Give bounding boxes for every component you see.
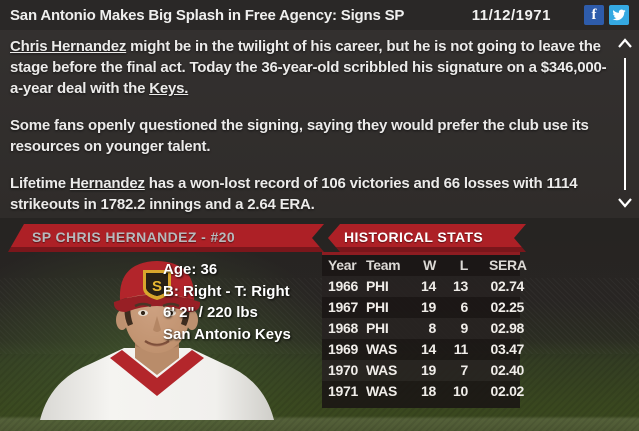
stats-cell: 2.98 bbox=[498, 320, 525, 336]
scrollbar-thumb[interactable] bbox=[624, 58, 626, 190]
stats-cell: 6 bbox=[460, 299, 469, 315]
stats-rows: 1966 PHI 14 13 0 2.74 1967 PHI 19 6 0 2.25 1968 PHI 8 9… bbox=[322, 276, 524, 402]
scroll-up-icon[interactable] bbox=[617, 36, 633, 54]
stats-cell: 2.02 bbox=[498, 383, 525, 399]
stats-cell: 2.25 bbox=[498, 299, 525, 315]
stats-row: 1971 WAS 18 10 0 2.02 bbox=[322, 381, 524, 402]
cap-visor bbox=[113, 294, 201, 312]
twitter-icon[interactable] bbox=[609, 5, 629, 25]
article-paragraph: Chris Hernandez might be in the twilight… bbox=[10, 36, 610, 99]
player-info: Age: 36 B: Right - T: Right 6' 2" / 220 lb… bbox=[163, 259, 291, 345]
social-buttons: f bbox=[584, 5, 629, 25]
player-detail-line: B: Right - T: Right bbox=[163, 282, 290, 300]
stats-cell: 0 bbox=[490, 299, 499, 315]
article-link[interactable]: Hernandez bbox=[69, 175, 145, 192]
article-paragraph: Some fans openly questioned the signing,… bbox=[10, 115, 610, 157]
stats-cell: 0 bbox=[490, 341, 499, 357]
stats-row: 1968 PHI 8 9 0 2.98 bbox=[322, 318, 524, 339]
stats-cell: 3.47 bbox=[498, 341, 525, 357]
stats-cell: 0 bbox=[490, 362, 499, 378]
stats-cell: 1966 bbox=[328, 278, 358, 294]
historical-stats-banner: HISTORICAL STATS bbox=[328, 224, 526, 252]
player-detail-line: 6' 2" / 220 lbs bbox=[163, 304, 258, 321]
stats-cell: 13 bbox=[453, 278, 468, 294]
stats-cell: L bbox=[459, 257, 469, 273]
stats-cell: 2.74 bbox=[498, 278, 525, 294]
historical-stats-table: Year Team W L S ERA 1966 PHI 14 13 0 2.74 1967 PHI 19… bbox=[322, 252, 527, 408]
stats-cell: WAS bbox=[366, 362, 397, 378]
player-banner: SP CHRIS HERNANDEZ - #20 bbox=[8, 224, 324, 252]
stats-row: 1969 WAS 14 11 0 3.47 bbox=[322, 339, 524, 360]
stats-cell: WAS bbox=[366, 383, 397, 399]
stats-cell: 14 bbox=[421, 278, 436, 294]
cap-monogram: S bbox=[152, 278, 162, 295]
stats-header-row: Year Team W L S ERA bbox=[322, 255, 527, 276]
stats-cell: W bbox=[423, 257, 436, 273]
stats-cell: PHI bbox=[366, 299, 389, 315]
stats-cell: 0 bbox=[490, 383, 499, 399]
article-text: might be in the twilight of his career, … bbox=[10, 38, 607, 97]
stats-row: 1966 PHI 14 13 0 2.74 bbox=[322, 276, 524, 297]
stats-cell: 7 bbox=[460, 362, 469, 378]
player-portrait: S bbox=[2, 254, 312, 420]
player-detail-line: Age: 36 bbox=[163, 261, 218, 278]
stats-cell: 9 bbox=[460, 320, 469, 336]
stats-cell: WAS bbox=[366, 341, 397, 357]
stats-cell: 0 bbox=[490, 278, 499, 294]
stats-cell: 14 bbox=[421, 341, 436, 357]
article-paragraph: Lifetime Hernandez has a won-lost record… bbox=[10, 173, 610, 215]
scroll-down-icon[interactable] bbox=[617, 196, 633, 214]
stats-row: 1970 WAS 19 7 0 2.40 bbox=[322, 360, 524, 381]
stats-row: 1967 PHI 19 6 0 2.25 bbox=[322, 297, 524, 318]
stats-cell: 1969 bbox=[328, 341, 358, 357]
facebook-icon[interactable]: f bbox=[584, 5, 604, 25]
stats-cell: 19 bbox=[421, 362, 436, 378]
stats-cell: 1970 bbox=[328, 362, 358, 378]
stats-cell: 2.40 bbox=[498, 362, 525, 378]
stats-cell: 8 bbox=[428, 320, 437, 336]
stats-cell: 1971 bbox=[328, 383, 358, 399]
player-detail-line: San Antonio Keys bbox=[163, 325, 291, 343]
stats-cell: 0 bbox=[490, 320, 499, 336]
article-text: has a won-lost record of 106 victories a… bbox=[10, 175, 578, 213]
game-date: 11/12/1971 bbox=[471, 6, 551, 24]
stats-cell: 18 bbox=[421, 383, 436, 399]
article-link[interactable]: Chris Hernandez bbox=[10, 38, 127, 55]
stats-cell: 1967 bbox=[328, 299, 358, 315]
stats-cell: 11 bbox=[453, 341, 469, 357]
stats-cell: 10 bbox=[453, 383, 468, 399]
news-title: San Antonio Makes Big Splash in Free Age… bbox=[10, 6, 405, 24]
stats-cell: PHI bbox=[366, 320, 389, 336]
stats-cell: Year bbox=[328, 257, 357, 273]
facebook-glyph: f bbox=[591, 6, 597, 23]
article-scrollbar bbox=[614, 34, 636, 218]
news-article: Chris Hernandez might be in the twilight… bbox=[0, 30, 618, 218]
jersey-collar bbox=[110, 350, 204, 396]
article-text: Lifetime bbox=[10, 175, 70, 192]
stats-cell: Team bbox=[366, 257, 401, 273]
article-text: Some fans openly questioned the signing,… bbox=[10, 117, 589, 155]
twitter-bird-icon bbox=[612, 9, 626, 21]
stats-cell: 1968 bbox=[328, 320, 358, 336]
stats-cell: ERA bbox=[498, 257, 527, 273]
news-header-bar: San Antonio Makes Big Splash in Free Age… bbox=[0, 0, 639, 30]
stats-cell: S bbox=[488, 257, 498, 273]
stats-cell: PHI bbox=[366, 278, 389, 294]
article-link[interactable]: Keys. bbox=[149, 80, 189, 97]
stats-cell: 19 bbox=[421, 299, 436, 315]
